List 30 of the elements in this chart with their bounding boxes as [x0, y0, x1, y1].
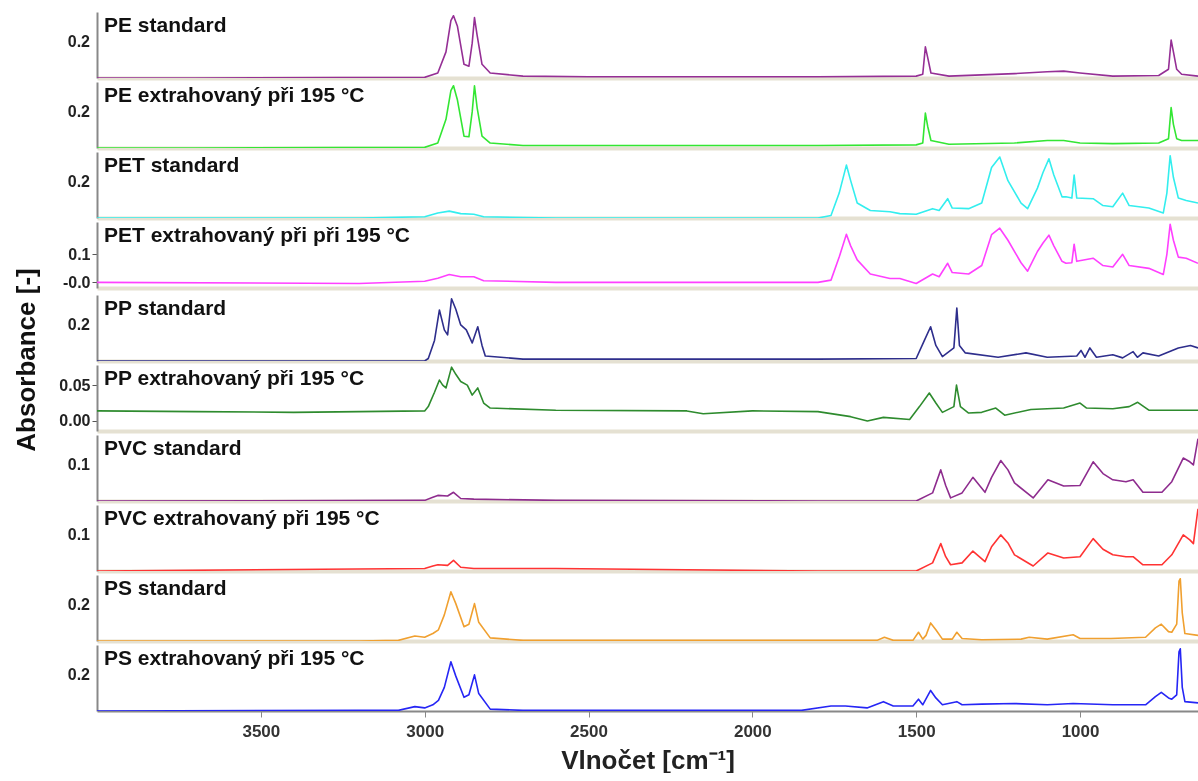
line-series [97, 223, 1198, 285]
series-label: PET standard [104, 153, 240, 176]
y-axis-title: Absorbance [-] [10, 268, 42, 452]
y-tick-label: 0.05 [59, 376, 91, 394]
text: 0.2 [67, 32, 91, 50]
series-label: PET extrahovaný při při 195 °C [104, 223, 411, 246]
y-tick-label: 0.00 [59, 412, 91, 430]
x-tick-label: 2000 [733, 721, 772, 741]
series-label: PP extrahovaný při 195 °C [104, 366, 365, 389]
x-axis-title: Vlnočet [cm⁻¹] [561, 744, 735, 775]
series-label: PS extrahovaný při 195 °C [104, 646, 365, 669]
x-tick-label: 3000 [406, 721, 445, 741]
x-tick-label: 3500 [242, 721, 281, 741]
y-tick-label: 0.1 [68, 245, 91, 263]
x-tick-label: 1500 [897, 721, 936, 741]
series-label: PE standard [104, 13, 227, 36]
series-label: PVC standard [104, 436, 242, 459]
series-label: PE extrahovaný při 195 °C [104, 83, 365, 106]
series-label: PVC extrahovaný při 195 °C [104, 506, 380, 529]
x-tick-label: 2500 [570, 721, 608, 741]
text: 0.2 [67, 665, 91, 683]
y-tick-label: -0.0 [62, 273, 91, 291]
x-tick-label: 1000 [1061, 721, 1100, 741]
text: 0.2 [67, 172, 91, 190]
line-series [97, 366, 1198, 422]
text: 0.2 [67, 102, 91, 120]
series-label: PS standard [104, 576, 227, 599]
text: 0.2 [67, 315, 91, 333]
text: 0.2 [67, 595, 91, 613]
series-label: PP standard [104, 296, 227, 319]
